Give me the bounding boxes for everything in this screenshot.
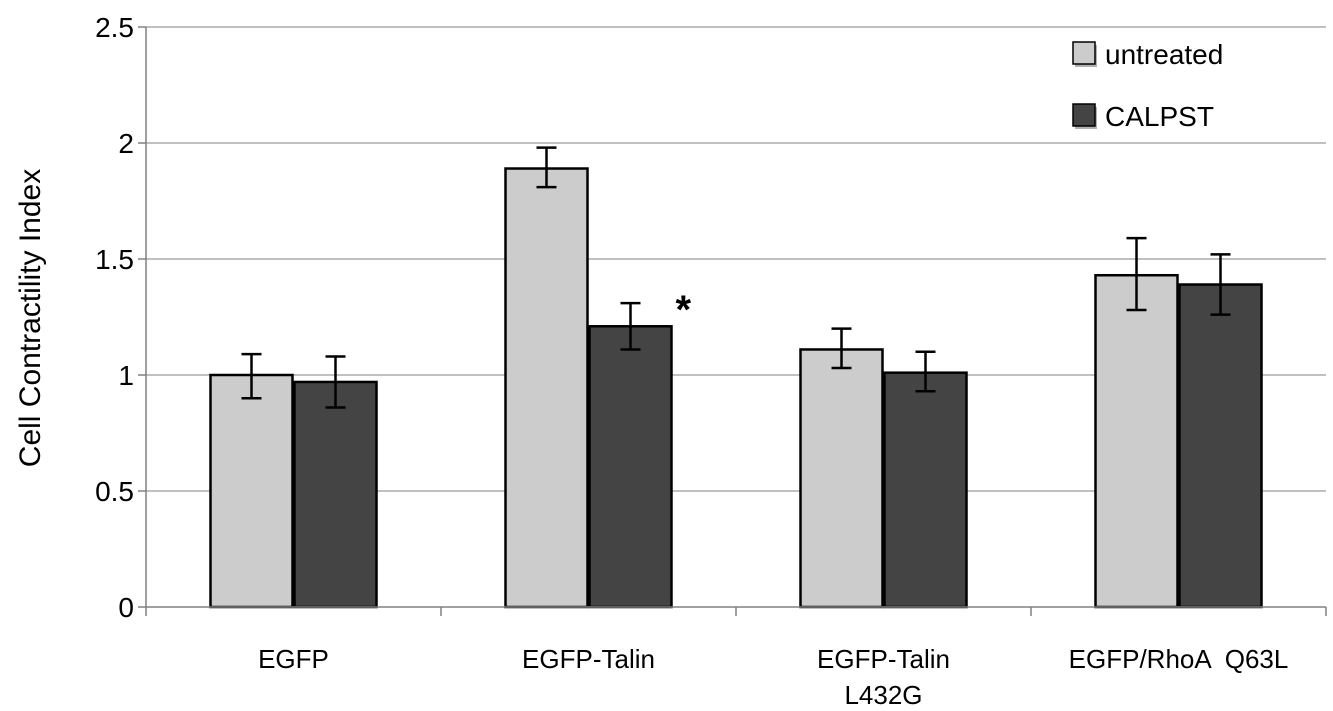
legend-swatch-untreated [1072, 41, 1096, 65]
x-category-label: L432G [844, 680, 922, 710]
y-tick-label: 0 [118, 592, 134, 623]
bar-calpst [293, 380, 378, 609]
error-bars [241, 146, 1231, 409]
bar-untreated [209, 373, 294, 609]
x-category-label: EGFP-Talin [817, 644, 950, 674]
annotations: * [676, 288, 692, 332]
y-tick-label: 2.5 [95, 12, 134, 43]
x-tick-labels: EGFP EGFP-Talin EGFP-Talin L432G EGFP/RhoA Q… [145, 607, 1327, 710]
legend-label-untreated: untreated [1105, 39, 1223, 70]
x-category-label: EGFP/RhoA Q63L [1069, 644, 1289, 674]
bar-calpst [588, 325, 673, 609]
bar-untreated [1094, 273, 1179, 609]
y-tick-labels: 0 0.5 1 1.5 2 2.5 [95, 12, 146, 623]
bar-untreated [799, 348, 884, 609]
bar-calpst [883, 371, 968, 609]
legend: untreated CALPST [1072, 39, 1223, 132]
y-axis-title: Cell Contractility Index [14, 169, 47, 467]
bars [209, 167, 1263, 609]
bar-untreated [504, 167, 589, 609]
y-tick-label: 1 [118, 360, 134, 391]
y-tick-label: 0.5 [95, 476, 134, 507]
bar-calpst [1178, 283, 1263, 609]
y-tick-label: 1.5 [95, 244, 134, 275]
legend-label-calpst: CALPST [1105, 101, 1214, 132]
x-category-label: EGFP [258, 644, 329, 674]
legend-swatch-calpst [1072, 103, 1096, 127]
y-tick-label: 2 [118, 128, 134, 159]
significance-asterisk: * [676, 288, 692, 332]
x-category-label: EGFP-Talin [522, 644, 655, 674]
